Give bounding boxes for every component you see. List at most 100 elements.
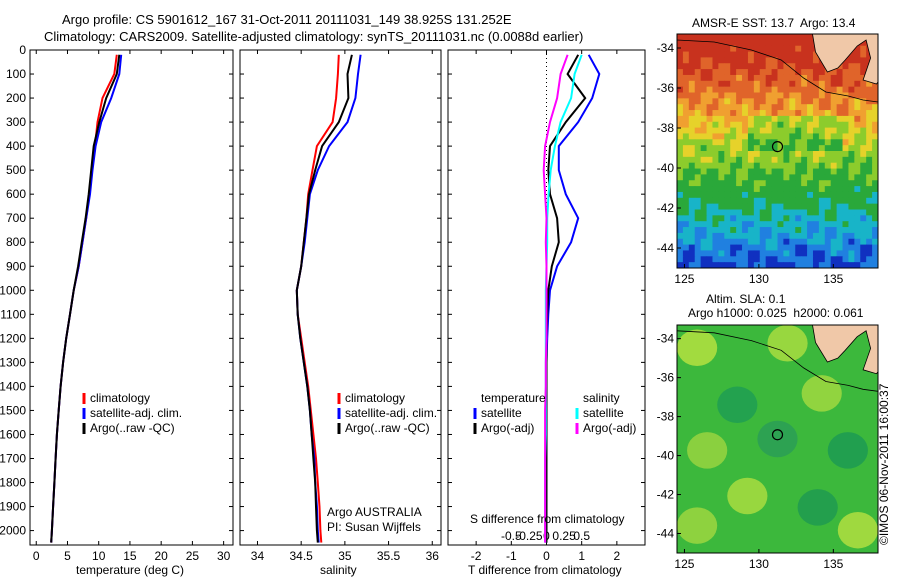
- sst-cell: [848, 63, 855, 70]
- sst-cell: [830, 250, 838, 257]
- sst-cell: [771, 115, 778, 123]
- sst-cell: [694, 74, 702, 82]
- sst-cell: [812, 209, 820, 216]
- sst-cell: [677, 98, 684, 105]
- sst-cell: [688, 244, 696, 251]
- sst-cell: [694, 127, 702, 134]
- sst-cell: [759, 34, 767, 41]
- sst-cell: [677, 139, 684, 146]
- sst-cell: [736, 145, 743, 152]
- salinity-xlabel: salinity: [320, 563, 357, 577]
- sst-cell: [736, 69, 743, 76]
- sst-cell: [677, 57, 684, 64]
- depth-tick-label: 200: [6, 91, 26, 105]
- sst-cell: [842, 244, 849, 251]
- sst-cell: [682, 227, 690, 234]
- sst-cell: [771, 74, 778, 82]
- difference-series-line: [545, 54, 587, 543]
- sst-cell: [830, 121, 838, 129]
- sst-cell: [848, 203, 855, 210]
- sst-cell: [842, 227, 849, 234]
- sst-cell: [718, 162, 725, 170]
- sst-cell: [795, 244, 802, 251]
- sst-cell: [700, 127, 708, 134]
- sst-cell: [812, 250, 820, 257]
- depth-tick-label: 300: [6, 115, 26, 129]
- sst-cell: [807, 92, 814, 99]
- sst-cell: [860, 51, 867, 58]
- sst-cell: [730, 121, 737, 129]
- sst-cell: [759, 256, 767, 263]
- sst-cell: [795, 168, 802, 175]
- sst-cell: [783, 256, 790, 263]
- sst-cell: [812, 186, 820, 193]
- sst-cell: [842, 86, 849, 93]
- sst-cell: [753, 180, 761, 187]
- sst-cell: [771, 127, 778, 134]
- sst-cell: [700, 250, 708, 257]
- sst-cell: [736, 162, 743, 170]
- sst-cell: [783, 180, 790, 187]
- sst-cell: [736, 139, 743, 146]
- sst-cell: [830, 139, 838, 146]
- sst-cell: [812, 121, 820, 129]
- sst-cell: [771, 51, 778, 58]
- sst-cell: [795, 232, 802, 240]
- sst-cell: [718, 209, 725, 216]
- sst-cell: [818, 232, 826, 240]
- sst-cell: [718, 92, 725, 99]
- sst-cell: [801, 244, 808, 251]
- sst-cell: [759, 133, 767, 140]
- sst-cell: [700, 156, 708, 164]
- sst-cell: [866, 244, 873, 251]
- sst-cell: [807, 63, 814, 70]
- temperature-xtick-label: 0: [33, 549, 40, 563]
- sst-cell: [753, 133, 761, 140]
- sst-cell: [677, 74, 684, 82]
- sst-cell: [742, 34, 749, 41]
- sst-cell: [706, 227, 713, 234]
- sst-cell: [812, 98, 820, 105]
- sst-cell: [872, 238, 879, 246]
- sst-cell: [771, 203, 778, 210]
- sst-cell: [789, 209, 796, 216]
- sst-cell: [777, 180, 784, 187]
- sst-cell: [730, 69, 737, 76]
- sst-cell: [830, 262, 838, 269]
- sst-cell: [706, 133, 713, 140]
- sst-cell: [777, 34, 784, 41]
- sst-cell: [759, 232, 767, 240]
- sst-cell: [860, 69, 867, 76]
- sst-cell: [824, 80, 832, 88]
- sst-cell: [682, 156, 690, 164]
- sst-cell: [848, 215, 855, 222]
- sst-cell: [848, 69, 855, 76]
- sst-cell: [789, 133, 796, 140]
- sst-cell: [765, 250, 773, 257]
- sst-cell: [736, 256, 743, 263]
- sst-cell: [688, 74, 696, 82]
- sst-cell: [789, 34, 796, 41]
- sst-cell: [860, 209, 867, 216]
- sst-cell: [712, 256, 719, 263]
- sst-cell: [795, 156, 802, 164]
- sst-cell: [724, 45, 731, 53]
- sst-cell: [824, 197, 832, 205]
- sst-lat-tick-label: -38: [657, 121, 675, 135]
- sst-cell: [801, 69, 808, 76]
- depth-tick-label: 1500: [0, 403, 26, 417]
- sst-cell: [677, 86, 684, 93]
- sst-cell: [860, 221, 867, 228]
- sst-cell: [801, 127, 808, 134]
- sst-cell: [824, 221, 832, 228]
- sst-cell: [742, 98, 749, 105]
- sst-cell: [724, 168, 731, 175]
- sst-cell: [771, 162, 778, 170]
- sst-cell: [860, 162, 867, 170]
- sst-cell: [706, 244, 713, 251]
- sst-cell: [860, 238, 867, 246]
- temperature-xtick-label: 10: [92, 549, 106, 563]
- sst-cell: [830, 151, 838, 158]
- sst-cell: [807, 162, 814, 170]
- sst-cell: [747, 250, 755, 257]
